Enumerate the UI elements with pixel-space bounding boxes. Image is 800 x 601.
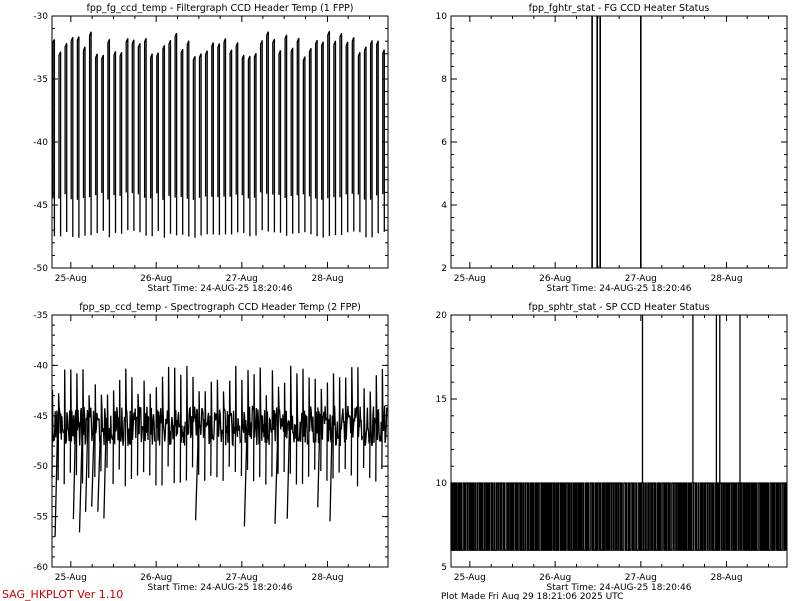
footer-version-label: SAG_HKPLOT Ver 1.10 [2, 588, 124, 601]
start-time-label: Start Time: 24-AUG-25 18:20:46 [148, 583, 293, 593]
chart-title: fpp_fghtr_stat - FG CCD Heater Status [529, 3, 710, 14]
y-tick-label: -40 [33, 138, 48, 148]
y-tick-label: 6 [441, 138, 447, 148]
chart-panel-2: fpp_fghtr_stat - FG CCD Heater Status 2 4 6… [436, 3, 788, 294]
y-tick-label: -35 [33, 311, 48, 321]
chart-panel-4: fpp_sphtr_stat - SP CCD Heater Status 5 10… [436, 302, 788, 593]
x-tick-label: 27-Aug [226, 573, 258, 583]
start-time-label: Start Time: 24-AUG-25 18:20:46 [547, 284, 692, 294]
y-tick-label: -55 [33, 513, 48, 523]
x-tick-label: 28-Aug [710, 573, 742, 583]
chart-panel-1: fpp_fg_ccd_temp - Filtergraph CCD Header… [33, 3, 389, 294]
x-tick-label: 26-Aug [140, 274, 172, 284]
x-tick-label: 26-Aug [539, 573, 571, 583]
x-tick-label: 28-Aug [311, 573, 343, 583]
start-time-label: Start Time: 24-AUG-25 18:20:46 [148, 284, 293, 294]
data-series-line [591, 16, 642, 268]
y-tick-label: 10 [436, 12, 448, 22]
data-series-line [51, 365, 388, 537]
y-tick-label: 10 [436, 479, 448, 489]
x-tick-label: 26-Aug [140, 573, 172, 583]
y-tick-label: -45 [33, 201, 48, 211]
plot-frame [450, 15, 788, 269]
y-tick-label: -45 [33, 412, 48, 422]
chart-title: fpp_sp_ccd_temp - Spectrograph CCD Heade… [79, 302, 361, 313]
y-tick-label: -30 [33, 12, 48, 22]
y-tick-label: -60 [33, 563, 48, 573]
x-tick-label: 26-Aug [539, 274, 571, 284]
x-tick-label: 25-Aug [454, 274, 486, 284]
chart-title: fpp_sphtr_stat - SP CCD Heater Status [528, 302, 709, 313]
x-tick-label: 27-Aug [226, 274, 258, 284]
plot-frame [51, 314, 389, 568]
y-tick-label: -50 [33, 462, 48, 472]
x-tick-label: 25-Aug [55, 573, 87, 583]
y-tick-label: 4 [441, 201, 447, 211]
data-series-line [52, 31, 385, 238]
x-tick-label: 28-Aug [710, 274, 742, 284]
plot-made-label: Plot Made Fri Aug 29 18:21:06 2025 UTC [441, 592, 623, 600]
data-series-line [450, 315, 787, 551]
y-tick-label: -40 [33, 361, 48, 371]
y-tick-label: 5 [441, 563, 447, 573]
start-time-label: Start Time: 24-AUG-25 18:20:46 [547, 583, 692, 593]
y-tick-label: 15 [436, 395, 447, 405]
x-tick-label: 27-Aug [625, 274, 657, 284]
x-tick-label: 25-Aug [55, 274, 87, 284]
y-tick-label: -35 [33, 75, 48, 85]
y-tick-label: 2 [441, 264, 447, 274]
x-tick-label: 25-Aug [454, 573, 486, 583]
y-tick-label: -50 [33, 264, 48, 274]
x-tick-label: 28-Aug [311, 274, 343, 284]
x-tick-label: 27-Aug [625, 573, 657, 583]
y-tick-label: 20 [436, 311, 448, 321]
chart-panel-3: fpp_sp_ccd_temp - Spectrograph CCD Heade… [33, 302, 389, 593]
y-tick-label: 8 [441, 75, 447, 85]
chart-title: fpp_fg_ccd_temp - Filtergraph CCD Header… [87, 3, 354, 14]
